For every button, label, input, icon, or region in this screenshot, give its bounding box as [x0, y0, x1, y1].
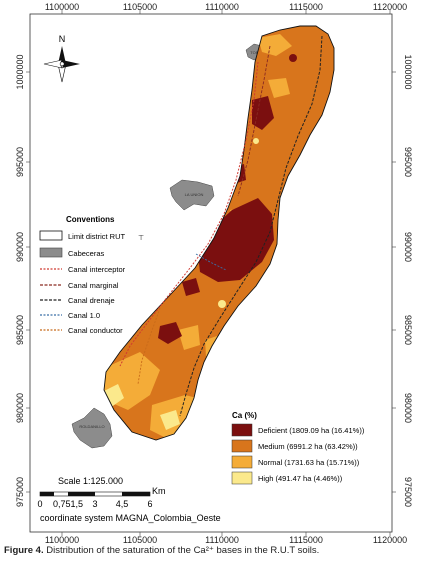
x-tick-label-top: 1105000 — [123, 2, 157, 12]
zone-deficient — [198, 198, 274, 282]
ca-label-normal: Normal (1731.63 ha (15.71%)) — [258, 458, 360, 467]
y-tick-label-right: 995000 — [403, 147, 413, 177]
canal-drenaje — [179, 35, 323, 417]
conv-label-drenaje: Canal drenaje — [68, 296, 115, 305]
y-tick-label-left: 1000000 — [15, 54, 25, 89]
ca-label-high: High (491.47 ha (4.46%)) — [258, 474, 343, 483]
ca-legend-title: Ca (%) — [232, 411, 257, 420]
x-tick-label-bottom: 1115000 — [289, 535, 323, 545]
crs-label: coordinate system MAGNA_Colombia_Oeste — [40, 513, 221, 523]
town-label-roldanillo: ROLDANILLO — [79, 424, 104, 429]
x-tick-label-top: 1110000 — [205, 2, 239, 12]
zone-deficient — [158, 322, 182, 344]
zone-normal — [178, 325, 200, 350]
town-la-union — [169, 179, 215, 211]
conv-label-limit: Limit district RUT — [68, 232, 126, 241]
zone-high — [160, 410, 180, 430]
ca-swatch-medium-icon — [231, 439, 253, 453]
town-roldanillo — [71, 407, 113, 449]
conv-label-canal-1-0: Canal 1.0 — [68, 311, 100, 320]
scale-bar: Scale 1:125.000 Km 0 0,751,5 3 4,5 6 coo… — [37, 476, 220, 523]
scale-label: Scale 1:125.000 — [58, 476, 123, 486]
cursor-mark-icon: ⊤ — [138, 235, 144, 242]
y-tick-label-right: 985000 — [403, 315, 413, 345]
conventions-legend: Conventions Limit district RUT ⊤ Cabecer… — [39, 215, 144, 335]
district-rut-limit — [103, 25, 335, 441]
y-tick-label-right: 990000 — [403, 232, 413, 262]
ca-label-medium: Medium (6991.2 ha (63.42%)) — [258, 442, 358, 451]
y-tick-label-right: 1000000 — [403, 54, 413, 89]
conv-label-cabeceras: Cabeceras — [68, 249, 105, 258]
figure-caption: Figure 4. Distribution of the saturation… — [4, 545, 444, 557]
ca-label-deficient: Deficient (1809.09 ha (16.41%)) — [258, 426, 365, 435]
north-label: N — [59, 34, 66, 44]
scale-tick-label: 3 — [92, 499, 97, 509]
x-tick-label-top: 1100000 — [45, 2, 79, 12]
north-arrow-icon: N — [43, 34, 80, 83]
scale-tick-label: 6 — [147, 499, 152, 509]
y-tick-label-right: 975000 — [403, 477, 413, 507]
town-label-la-union: LA UNION — [185, 192, 204, 197]
figure-number: Figure 4. — [4, 545, 44, 556]
town-label-toro: TORO — [250, 50, 261, 55]
y-tick-label-left: 990000 — [15, 232, 25, 262]
zone-deficient — [182, 278, 200, 296]
x-tick-label-bottom: 1105000 — [123, 535, 157, 545]
x-tick-label-bottom: 1120000 — [373, 535, 407, 545]
x-tick-label-bottom: 1110000 — [205, 535, 239, 545]
cabeceras-swatch-icon — [39, 247, 63, 258]
zone-high — [253, 138, 259, 144]
zone-deficient — [252, 96, 274, 130]
caption-text: Distribution of the saturation of the Ca… — [43, 545, 320, 556]
x-tick-label-bottom: 1100000 — [45, 535, 79, 545]
ca-legend: Ca (%) Deficient (1809.09 ha (16.41%)) M… — [231, 411, 365, 485]
scale-tick-label: 0 — [37, 499, 42, 509]
ca-swatch-high-icon — [231, 471, 253, 485]
y-tick-label-left: 985000 — [15, 315, 25, 345]
y-tick-label-left: 975000 — [15, 477, 25, 507]
x-tick-label-top: 1115000 — [289, 2, 323, 12]
zone-high — [218, 300, 226, 308]
scale-tick-label: 4,5 — [116, 499, 129, 509]
zone-deficient — [289, 54, 297, 62]
canal-1-0 — [195, 253, 227, 271]
conventions-title: Conventions — [66, 215, 115, 224]
ca-swatch-deficient-icon — [231, 423, 253, 437]
x-tick-label-top: 1120000 — [373, 2, 407, 12]
limit-swatch-icon — [39, 230, 63, 241]
canal-interceptor — [119, 61, 259, 367]
conv-label-conductor: Canal conductor — [68, 326, 123, 335]
y-tick-label-left: 980000 — [15, 393, 25, 423]
zone-normal — [268, 78, 290, 98]
ca-swatch-normal-icon — [231, 455, 253, 469]
conv-label-marginal: Canal marginal — [68, 281, 119, 290]
conv-label-interceptor: Canal interceptor — [68, 265, 126, 274]
canal-conductor — [137, 307, 161, 385]
zone-normal — [258, 34, 292, 56]
scale-tick-label: 0,751,5 — [53, 499, 83, 509]
y-tick-label-right: 980000 — [403, 393, 413, 423]
y-tick-label-left: 995000 — [15, 147, 25, 177]
axis-ticks — [26, 10, 396, 536]
scale-unit: Km — [152, 486, 166, 496]
canal-marginal — [237, 45, 271, 197]
